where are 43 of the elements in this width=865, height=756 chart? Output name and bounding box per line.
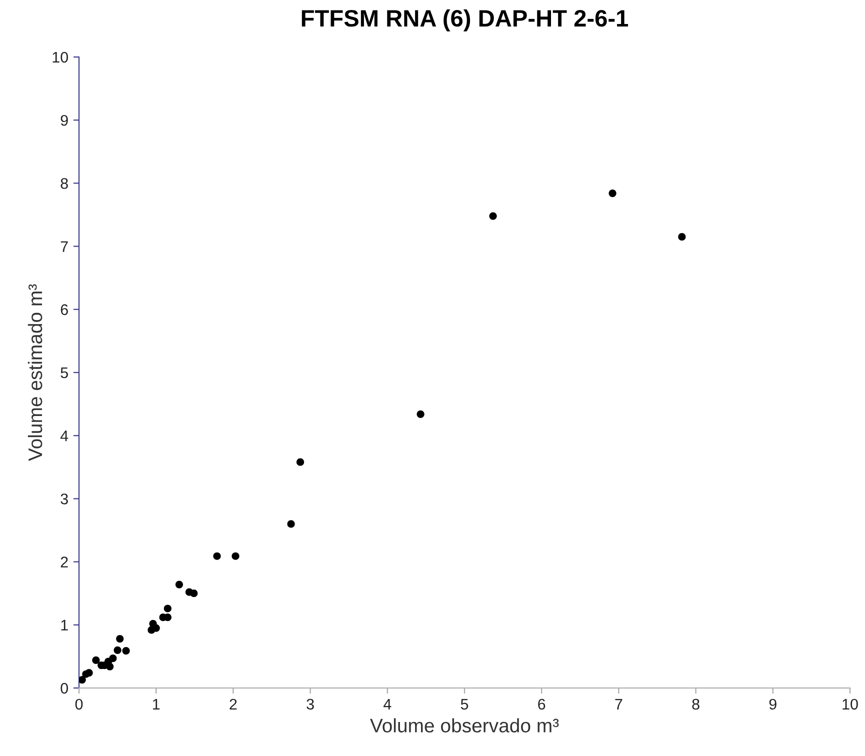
x-tick-label: 10 — [842, 698, 858, 710]
point — [416, 410, 424, 418]
point — [213, 552, 221, 560]
x-tick-label: 1 — [153, 698, 160, 710]
point — [79, 676, 86, 684]
point — [116, 634, 124, 643]
y-tick-label: 8 — [60, 178, 68, 189]
point — [190, 590, 198, 598]
y-tick-label: 5 — [60, 368, 68, 378]
point — [114, 646, 122, 654]
x-tick-label: 7 — [615, 698, 622, 710]
point — [232, 552, 240, 560]
x-axis-title: Volume observado m³ — [370, 718, 559, 732]
y-tick-label: 10 — [52, 52, 68, 63]
x-tick-label: 6 — [538, 698, 546, 710]
y-axis-title: Volume estimado m³ — [28, 284, 42, 462]
point — [122, 646, 130, 655]
y-tick-label: 9 — [60, 114, 68, 126]
point — [175, 580, 184, 588]
point — [296, 458, 304, 466]
y-tick-label: 2 — [60, 556, 68, 568]
point — [109, 654, 117, 662]
x-tick-label: 4 — [384, 698, 392, 710]
y-tick-label: 7 — [60, 241, 68, 252]
x-tick-label: 9 — [769, 698, 776, 710]
point — [164, 604, 172, 612]
chart-title: FTFSM RNA (6) DAP-HT 2-6-1 — [302, 9, 628, 32]
point — [489, 212, 497, 220]
point — [678, 233, 686, 241]
x-tick-label: 5 — [460, 698, 468, 710]
y-tick-label: 3 — [60, 494, 68, 504]
y-tick-label: 0 — [60, 682, 68, 694]
point — [608, 189, 616, 198]
x-tick-label: 0 — [75, 698, 83, 710]
point — [85, 669, 93, 677]
x-tick-label: 3 — [306, 698, 314, 710]
point — [287, 520, 295, 528]
y-tick-label: 4 — [60, 430, 68, 442]
x-tick-label: 2 — [230, 698, 237, 710]
x-tick-label: 8 — [692, 698, 700, 710]
y-tick-label: 6 — [60, 304, 68, 316]
y-tick-label: 1 — [61, 620, 68, 630]
point — [92, 656, 100, 664]
